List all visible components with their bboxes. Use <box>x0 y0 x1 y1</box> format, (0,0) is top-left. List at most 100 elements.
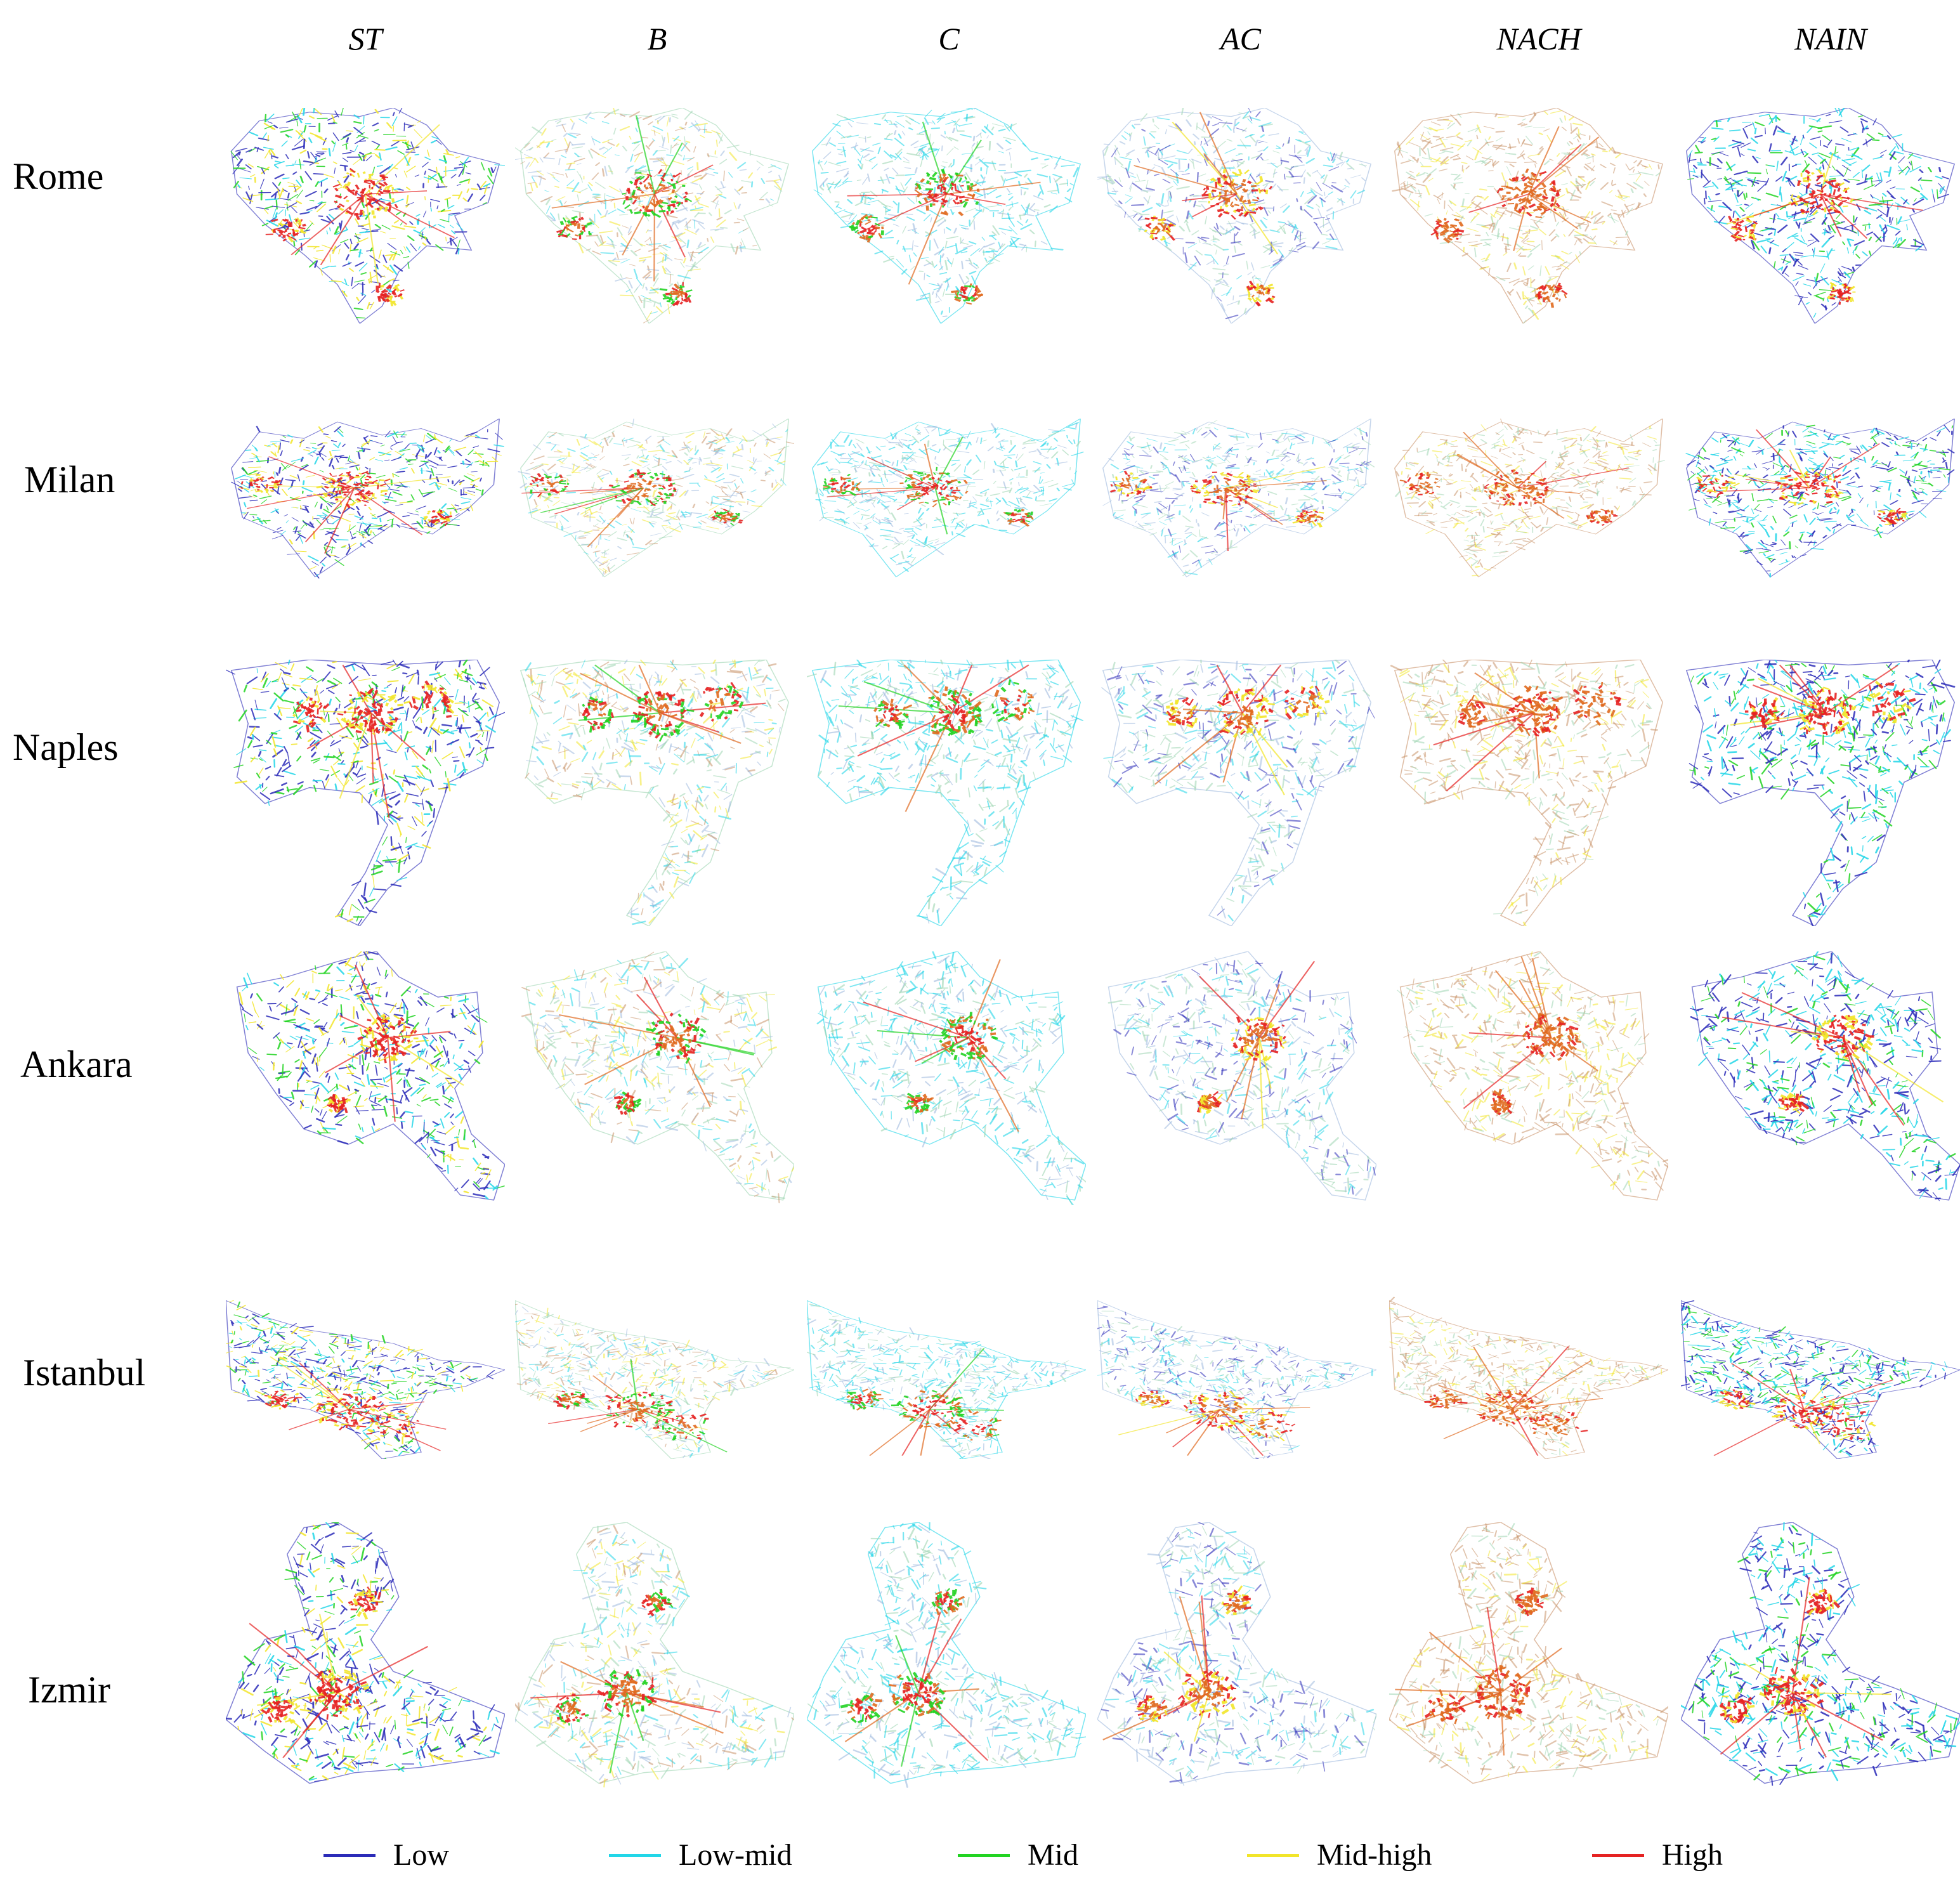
hotspot-clusters <box>582 682 744 742</box>
network-segments <box>515 1303 791 1458</box>
map-rome-ac <box>1097 108 1376 323</box>
network-segments <box>1097 108 1368 320</box>
network-segments <box>807 660 1084 924</box>
major-roads <box>521 487 644 547</box>
row-label-izmir: Izmir <box>28 1667 218 1713</box>
network-segments <box>807 1303 1081 1459</box>
map-rome-nach <box>1389 108 1668 323</box>
map-ankara-c <box>807 951 1086 1205</box>
street-network <box>1102 419 1375 578</box>
street-network <box>1097 1522 1376 1786</box>
region-outline <box>812 108 1081 323</box>
region-outline <box>1394 660 1664 926</box>
network-segments <box>1389 1523 1668 1781</box>
hotspot-clusters <box>1109 471 1324 528</box>
region-outline <box>1389 1300 1668 1459</box>
network-segments <box>238 951 505 1200</box>
legend-label-mid-high: Mid-high <box>1317 1836 1432 1874</box>
legend-line-mid-high <box>1247 1853 1299 1857</box>
street-network <box>226 660 505 926</box>
region-outline <box>515 1522 794 1784</box>
region-outline <box>519 660 790 926</box>
network-segments <box>1101 1522 1376 1786</box>
hotspot-clusters <box>529 469 743 526</box>
hotspot-clusters <box>613 1012 707 1116</box>
region-outline <box>226 1300 505 1459</box>
map-milan-nain <box>1681 419 1960 584</box>
row-label-ankara: Ankara <box>20 1041 211 1087</box>
map-izmir-ac <box>1097 1522 1376 1789</box>
region-outline <box>811 660 1081 926</box>
network-segments <box>515 108 783 323</box>
street-network <box>1389 1522 1668 1784</box>
street-network <box>807 1300 1086 1459</box>
column-header-c: C <box>854 19 1044 58</box>
map-naples-c <box>807 660 1086 926</box>
major-roads <box>1154 664 1288 795</box>
map-istanbul-c <box>807 1294 1086 1459</box>
hotspot-clusters <box>555 1588 674 1726</box>
street-network <box>816 951 1086 1205</box>
hotspot-clusters <box>1778 1014 1874 1114</box>
major-roads <box>291 124 455 284</box>
hotspot-clusters <box>1491 1012 1581 1116</box>
region-outline <box>807 1522 1086 1784</box>
street-network <box>1392 108 1664 323</box>
street-network <box>226 1300 505 1459</box>
street-network <box>521 951 794 1204</box>
street-network <box>1107 951 1376 1201</box>
row-label-istanbul: Istanbul <box>23 1350 213 1395</box>
hotspot-clusters <box>1196 1016 1287 1114</box>
hotspot-clusters <box>1744 681 1916 736</box>
map-naples-nach <box>1389 660 1668 926</box>
row-label-milan: Milan <box>24 457 214 502</box>
map-ankara-nach <box>1389 951 1668 1205</box>
map-rome-st <box>226 108 505 323</box>
hotspot-clusters <box>261 1586 381 1724</box>
street-network <box>226 1522 505 1784</box>
hotspot-clusters <box>1719 1588 1841 1724</box>
street-network <box>1397 951 1668 1201</box>
network-segments <box>816 951 1086 1205</box>
legend-item-mid-high: Mid-high <box>1247 1833 1432 1877</box>
legend-line-high <box>1592 1853 1644 1857</box>
legend-label-low: Low <box>393 1836 449 1874</box>
hotspot-clusters <box>1135 1390 1296 1442</box>
region-outline <box>520 108 790 323</box>
hotspot-clusters <box>873 679 1035 736</box>
hotspot-clusters <box>1718 1389 1876 1440</box>
street-network <box>515 1300 794 1459</box>
legend-item-low: Low <box>323 1833 449 1877</box>
network-segments <box>1394 419 1666 577</box>
region-outline <box>1107 951 1376 1201</box>
legend-label-high: High <box>1662 1836 1723 1874</box>
network-segments <box>1687 108 1949 318</box>
legend-label-mid: Mid <box>1028 1836 1078 1874</box>
map-istanbul-ac <box>1097 1294 1376 1459</box>
map-rome-nain <box>1681 108 1960 323</box>
hotspot-clusters <box>904 1012 998 1114</box>
hotspot-clusters <box>240 471 453 526</box>
legend-line-low-mid <box>609 1853 661 1857</box>
map-istanbul-b <box>515 1294 794 1459</box>
row-label-rome: Rome <box>13 153 203 199</box>
map-milan-b <box>515 419 794 584</box>
major-roads <box>1713 1362 1893 1456</box>
hotspot-clusters <box>840 1588 965 1723</box>
street-network <box>1101 660 1375 926</box>
hotspot-clusters <box>1144 169 1276 307</box>
network-segments <box>807 1522 1086 1788</box>
street-network <box>519 660 790 926</box>
region-outline <box>1685 660 1956 926</box>
street-network <box>1689 951 1960 1201</box>
map-izmir-nain <box>1681 1522 1960 1789</box>
region-outline <box>1681 1522 1960 1784</box>
hotspot-clusters <box>1165 685 1330 738</box>
region-outline <box>1102 108 1372 323</box>
map-istanbul-st <box>226 1294 505 1459</box>
network-segments <box>521 951 794 1204</box>
hotspot-clusters <box>327 1014 419 1114</box>
hotspot-clusters <box>1695 468 1908 525</box>
major-roads <box>1468 126 1600 251</box>
legend-line-mid <box>958 1853 1010 1857</box>
